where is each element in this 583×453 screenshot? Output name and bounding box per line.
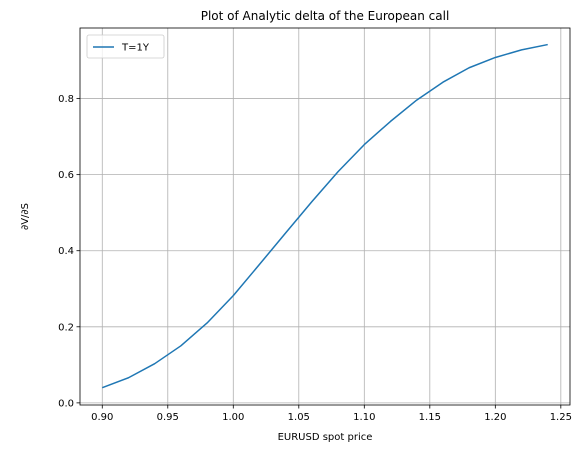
y-tick-label: 0.2 [58,322,74,333]
axis-ticks: 0.90 0.95 1.00 1.05 1.10 1.15 1.20 1.25 0.0 0.2 0.… [58,94,572,423]
y-tick-label: 0.0 [58,398,74,409]
x-tick-label: 1.05 [288,412,310,423]
x-tick-label: 0.90 [91,412,113,423]
x-tick-label: 0.95 [157,412,179,423]
x-tick-label: 1.15 [419,412,441,423]
series-layer [102,43,548,389]
series-line [102,43,548,389]
x-tick-label: 1.25 [550,412,572,423]
y-tick-label: 0.8 [58,94,74,105]
chart-title: Plot of Analytic delta of the European c… [201,9,450,23]
x-tick-label: 1.00 [222,412,244,423]
x-tick-label: 1.20 [484,412,506,423]
legend-label: T=1Y [121,43,150,54]
y-tick-label: 0.4 [58,246,74,257]
legend: T=1Y [86,34,165,59]
y-tick-label: 0.6 [58,170,74,181]
x-axis-title: EURUSD spot price [278,432,373,443]
legend-box [86,34,165,59]
x-tick-label: 1.10 [353,412,375,423]
grid [80,28,570,405]
plot-frame [79,27,571,406]
y-axis-title: ∂V/∂S [20,203,31,230]
